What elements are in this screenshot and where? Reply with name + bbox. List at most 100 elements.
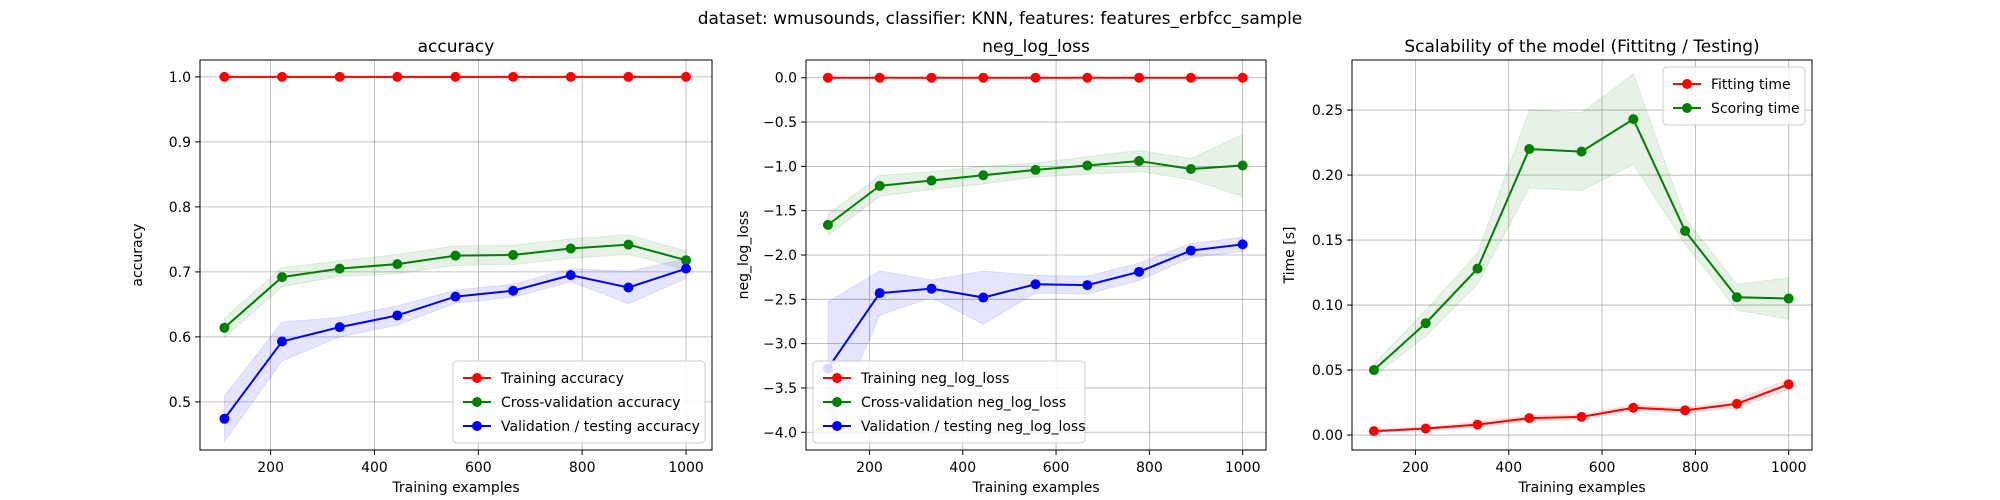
data-point <box>450 250 461 261</box>
legend-label: Training accuracy <box>500 371 624 387</box>
legend-box <box>1662 66 1806 126</box>
data-point <box>508 71 519 82</box>
data-point <box>978 72 989 83</box>
legend-label: Scoring time <box>1711 101 1800 117</box>
data-point <box>978 170 989 181</box>
legend-marker <box>1682 79 1692 89</box>
data-point <box>1731 398 1742 409</box>
data-point <box>1030 279 1041 290</box>
y-tick-label: 0.9 <box>169 135 191 151</box>
x-tick-label: 400 <box>361 460 388 476</box>
data-point <box>1030 164 1041 175</box>
data-point <box>392 310 403 321</box>
data-point <box>1185 245 1196 256</box>
y-tick-label: 0.05 <box>1312 363 1343 379</box>
x-tick-label: 1000 <box>1771 460 1807 476</box>
data-point <box>1420 423 1431 434</box>
data-point <box>565 71 576 82</box>
x-tick-label: 200 <box>1402 460 1429 476</box>
y-tick-label: 0.20 <box>1312 168 1343 184</box>
x-tick-label: 400 <box>1495 460 1522 476</box>
plot-frame <box>1351 59 1813 451</box>
data-point <box>978 292 989 303</box>
x-tick-label: 800 <box>569 460 596 476</box>
x-axis-label: Training examples <box>971 480 1099 496</box>
data-point <box>219 413 230 424</box>
y-tick-label: −3.5 <box>763 381 797 397</box>
legend-label: Validation / testing accuracy <box>501 419 700 435</box>
data-point <box>926 283 937 294</box>
data-point <box>1524 144 1535 155</box>
data-point <box>681 255 692 266</box>
data-point <box>392 71 403 82</box>
x-axis-label: Training examples <box>391 480 519 496</box>
x-tick-label: 800 <box>1136 460 1163 476</box>
data-point <box>1783 293 1794 304</box>
data-point <box>219 71 230 82</box>
y-tick-label: 0.00 <box>1312 428 1343 444</box>
x-tick-label: 600 <box>1589 460 1616 476</box>
data-point <box>1472 419 1483 430</box>
data-point <box>926 72 937 83</box>
subplot-1: 200 400 600 800 1000 0.5 0.6 0.7 0.8 0.9 1.0 accura… <box>130 37 713 496</box>
data-point <box>1524 413 1535 424</box>
figure-suptitle: dataset: wmusounds, classifier: KNN, fea… <box>698 9 1303 29</box>
y-tick-label: 0.25 <box>1312 103 1343 119</box>
data-point <box>874 72 885 83</box>
data-point <box>508 250 519 260</box>
legend-box <box>452 360 706 444</box>
y-tick-label: −0.5 <box>763 115 797 131</box>
legend-marker <box>832 373 842 383</box>
legend-marker <box>1682 103 1692 113</box>
data-point <box>1237 239 1248 250</box>
data-point <box>219 322 230 333</box>
data-point <box>277 272 288 283</box>
data-point <box>874 180 885 191</box>
data-point <box>450 71 461 82</box>
data-point <box>1731 292 1742 303</box>
data-point <box>822 72 833 83</box>
data-point <box>822 219 833 230</box>
subplot-title: Scalability of the model (Fittitng / Tes… <box>1404 37 1759 57</box>
data-point <box>1134 72 1145 83</box>
x-tick-label: 1000 <box>668 460 704 476</box>
data-point <box>334 71 345 82</box>
legend-marker <box>472 373 482 383</box>
legend-marker <box>832 397 842 407</box>
legend-label: Fitting time <box>1711 77 1791 93</box>
data-point <box>1368 426 1379 437</box>
data-point <box>1185 164 1196 175</box>
data-point <box>1082 160 1093 171</box>
data-point <box>1576 146 1587 157</box>
data-point <box>450 291 461 302</box>
data-point <box>1082 72 1093 83</box>
data-point <box>1576 411 1587 422</box>
y-tick-label: −1.0 <box>763 159 797 175</box>
subplot-2: 200 400 600 800 1000 0.0 −0.5 −1.0 −1.5 −2.0 −2.5 −… <box>736 37 1267 496</box>
data-point <box>1783 379 1794 390</box>
y-tick-label: 0.6 <box>169 330 191 346</box>
y-tick-label: 0.5 <box>169 395 191 411</box>
x-tick-label: 400 <box>949 460 976 476</box>
data-point <box>334 322 345 333</box>
y-tick-label: 0.15 <box>1312 233 1343 249</box>
legend-label: Cross-validation accuracy <box>501 395 681 411</box>
y-tick-label: −1.5 <box>763 204 797 220</box>
subplot-3: 200 400 600 800 1000 0.00 0.05 0.10 0.15 0.20 0.25… <box>1282 37 1813 496</box>
x-tick-label: 800 <box>1682 460 1709 476</box>
y-tick-label: −4.0 <box>763 425 797 441</box>
data-point <box>508 285 519 296</box>
data-point <box>277 71 288 82</box>
legend: Training accuracy Cross-validation accura… <box>452 360 706 444</box>
legend: Training neg_log_loss Cross-validation ne… <box>812 360 1086 444</box>
data-point <box>1680 225 1691 236</box>
y-tick-label: −3.0 <box>763 337 797 353</box>
x-tick-label: 600 <box>1043 460 1070 476</box>
legend: Fitting time Scoring time <box>1662 66 1806 126</box>
legend-label: Training neg_log_loss <box>860 371 1009 387</box>
data-point <box>1082 280 1093 291</box>
y-axis-label: neg_log_loss <box>736 211 752 300</box>
y-axis-label: Time [s] <box>1282 227 1298 285</box>
x-tick-label: 600 <box>465 460 492 476</box>
data-point <box>277 336 288 347</box>
